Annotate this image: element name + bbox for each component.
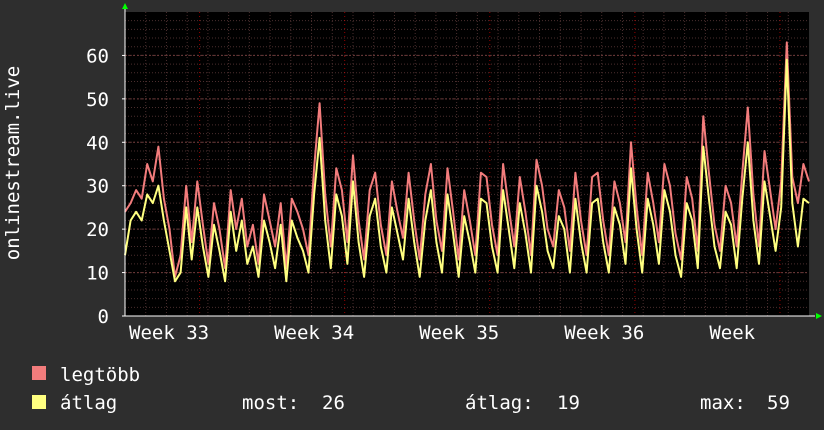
legend-swatch-legtobb <box>32 366 46 380</box>
y-tick-label: 20 <box>86 219 109 241</box>
x-tick-label: Week 35 <box>419 322 499 344</box>
plot-area <box>125 12 809 316</box>
y-tick-label: 60 <box>86 45 109 67</box>
x-tick-label: Week 34 <box>274 322 354 344</box>
stat-avg-label: átlag: <box>465 392 534 414</box>
y-axis-label: onlinestream.live <box>2 66 24 260</box>
y-axis-arrow-icon <box>122 3 128 9</box>
legend-label-atlag: átlag <box>60 392 117 414</box>
series-line-atlag <box>124 58 810 283</box>
x-tick-label: Week <box>709 322 755 344</box>
x-tick-label: Week 36 <box>564 322 644 344</box>
stat-now-value: 26 <box>322 392 345 414</box>
stat-avg-value: 19 <box>557 392 580 414</box>
legend-swatch-atlag <box>32 395 46 409</box>
y-tick-label: 50 <box>86 89 109 111</box>
series-line-legtobb <box>124 41 810 278</box>
x-axis-arrow-icon <box>816 313 822 319</box>
x-tick-label: Week 33 <box>129 322 209 344</box>
y-tick-label: 40 <box>86 132 109 154</box>
legend-label-legtobb: legtöbb <box>60 364 140 386</box>
y-tick-label: 30 <box>86 176 109 198</box>
y-tick-label: 10 <box>86 263 109 285</box>
stat-max-value: 59 <box>767 392 790 414</box>
y-tick-label: 0 <box>98 306 109 328</box>
stat-now-label: most: <box>242 392 299 414</box>
stat-max-label: max: <box>700 392 746 414</box>
